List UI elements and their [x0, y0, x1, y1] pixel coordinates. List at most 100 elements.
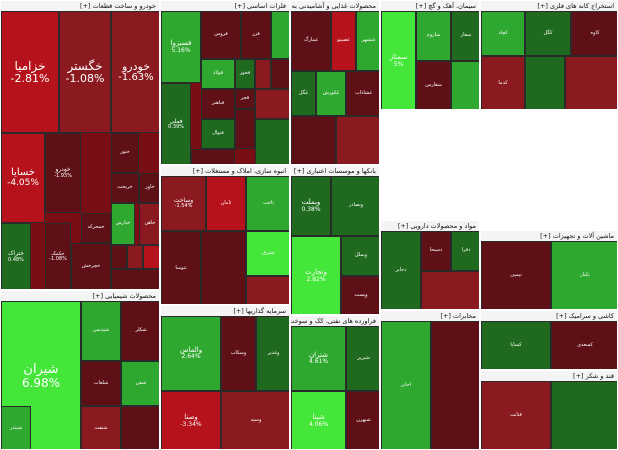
stock-symbol: فسبزوا — [170, 39, 192, 48]
minor-stock-cell[interactable] — [121, 406, 159, 449]
stock-symbol: فنوال — [212, 130, 224, 137]
minor-stock-cell[interactable] — [255, 89, 289, 119]
stock-tile[interactable]: وبملت 0.38% — [291, 176, 331, 236]
stock-tile[interactable]: فجر — [235, 89, 255, 109]
stock-tile[interactable]: خمحرکه — [81, 213, 111, 243]
minor-stock-cell[interactable] — [336, 116, 379, 164]
stock-tile[interactable]: خودرو -1.63% — [111, 11, 159, 133]
stock-tile[interactable]: غکورش — [316, 71, 346, 116]
stock-tile[interactable]: سمتاز 5% — [381, 11, 416, 109]
stock-tile[interactable]: شبریز — [346, 326, 379, 391]
stock-tile[interactable]: شبندر — [1, 406, 31, 449]
stock-tile[interactable]: شنفت — [81, 406, 121, 449]
stock-tile[interactable]: وغدیر — [256, 316, 289, 391]
minor-stock-cell[interactable] — [451, 61, 479, 109]
stock-tile[interactable]: خاهن — [139, 203, 159, 245]
stock-tile[interactable]: شتران 4.61% — [291, 326, 346, 391]
minor-stock-cell[interactable] — [271, 11, 289, 59]
stock-tile[interactable]: تکنار — [551, 241, 617, 309]
stock-tile[interactable]: فزر — [241, 11, 271, 59]
minor-stock-cell[interactable] — [111, 269, 159, 289]
stock-tile[interactable]: غگل — [291, 71, 316, 116]
stock-tile[interactable]: شلعاب — [81, 361, 121, 406]
stock-tile[interactable]: خریخت — [111, 173, 139, 203]
stock-tile[interactable]: فنوال — [201, 119, 235, 149]
stock-tile[interactable]: وپست — [341, 276, 379, 314]
stock-tile[interactable]: قثابت — [481, 381, 551, 449]
stock-tile[interactable]: شکلر — [121, 301, 159, 361]
stock-tile[interactable]: کگل — [525, 11, 571, 56]
stock-tile[interactable]: خسایا -4.05% — [1, 133, 45, 223]
minor-stock-cell[interactable] — [201, 231, 246, 304]
stock-tile[interactable]: ثنوسا — [161, 231, 201, 304]
stock-tile[interactable]: کچاد — [481, 11, 525, 56]
stock-tile[interactable]: والماس 2.64% — [161, 316, 221, 391]
stock-tile[interactable]: کاوه — [571, 11, 617, 56]
stock-tile[interactable]: شبهرن — [346, 391, 379, 449]
stock-tile[interactable]: ثشرق — [246, 231, 289, 276]
minor-stock-cell[interactable] — [127, 245, 143, 269]
stock-tile[interactable]: خاور — [139, 173, 159, 203]
stock-tile[interactable]: کساپا — [481, 321, 551, 369]
stock-tile[interactable]: وبملل — [341, 236, 379, 276]
stock-tile[interactable]: شپنا 4.06% — [291, 391, 346, 449]
stock-tile[interactable]: شفن — [121, 361, 159, 406]
minor-stock-cell[interactable] — [235, 109, 255, 149]
stock-tile[interactable]: خکمک -1.08% — [45, 223, 71, 289]
minor-stock-cell[interactable] — [255, 119, 289, 164]
stock-tile[interactable]: غشاذاب — [346, 71, 379, 116]
sector-block: محصولات غذایی و آشامیدنی به جز قند و شکر… — [290, 0, 380, 165]
minor-stock-cell[interactable] — [551, 381, 617, 449]
stock-tile[interactable]: وسکاب — [221, 316, 256, 391]
stock-tile[interactable]: خپارس — [111, 203, 135, 245]
stock-symbol: سفار — [460, 32, 472, 39]
stock-tile[interactable]: کسعدی — [551, 321, 617, 369]
stock-symbol: سفارس — [425, 82, 442, 89]
minor-stock-cell[interactable] — [431, 321, 479, 449]
stock-tile[interactable]: فملی 0.39% — [161, 83, 191, 164]
stock-tile[interactable]: فولاد — [201, 59, 235, 89]
stock-tile[interactable]: سفارس — [416, 61, 451, 109]
minor-stock-cell[interactable] — [191, 149, 235, 164]
stock-tile[interactable]: وبصادر — [331, 176, 379, 236]
stock-tile[interactable]: فسبزوا 5.16% — [161, 11, 201, 83]
stock-tile[interactable]: فروس — [201, 11, 241, 59]
minor-stock-cell[interactable] — [111, 245, 127, 269]
minor-stock-cell[interactable] — [255, 59, 271, 89]
stock-tile[interactable]: وساخت -1.54% — [161, 176, 206, 231]
stock-tile[interactable]: فباهنر — [201, 89, 235, 119]
stock-tile[interactable]: دفرا — [451, 231, 479, 271]
stock-tile[interactable]: تپمپی — [481, 241, 551, 309]
stock-tile[interactable]: ثامان — [206, 176, 246, 231]
stock-symbol: خودرو — [121, 59, 150, 73]
minor-stock-cell[interactable] — [291, 116, 336, 164]
minor-stock-cell[interactable] — [271, 59, 289, 89]
stock-tile[interactable]: وتجارت 2.82% — [291, 236, 341, 314]
stock-tile[interactable]: سفار — [451, 11, 479, 61]
stock-tile[interactable]: دسبحا — [421, 231, 451, 271]
stock-tile[interactable]: وسپه — [221, 391, 289, 449]
stock-tile[interactable]: غصینو — [331, 11, 356, 71]
price-change-label: -3.34% — [180, 420, 202, 428]
stock-tile[interactable]: ساروم — [416, 11, 451, 61]
minor-stock-cell[interactable] — [246, 276, 289, 304]
minor-stock-cell[interactable] — [525, 56, 565, 109]
stock-tile[interactable]: خگستر -1.08% — [59, 11, 111, 133]
stock-tile[interactable]: ختراک 0.48% — [1, 223, 31, 289]
minor-stock-cell[interactable] — [143, 245, 159, 269]
stock-tile[interactable]: ثاخت — [246, 176, 289, 231]
stock-tile[interactable]: غمارگ — [291, 11, 331, 71]
stock-tile[interactable]: اخابر — [381, 321, 431, 449]
stock-tile[interactable]: دجابر — [381, 231, 421, 309]
stock-tile[interactable]: شپدیس — [81, 301, 121, 361]
minor-stock-cell[interactable] — [421, 271, 479, 309]
stock-tile[interactable]: خزامیا -2.81% — [1, 11, 59, 133]
stock-tile[interactable]: خچرخش — [71, 243, 111, 289]
stock-tile[interactable]: ختور — [111, 133, 139, 173]
stock-tile[interactable]: کدما — [481, 56, 525, 109]
minor-stock-cell[interactable] — [565, 56, 617, 109]
stock-tile[interactable]: خودرو -1.93% — [45, 133, 81, 213]
stock-tile[interactable]: وصنا -3.34% — [161, 391, 221, 449]
stock-tile[interactable]: غبشهر — [356, 11, 379, 71]
stock-tile[interactable]: فخوز — [235, 59, 255, 89]
